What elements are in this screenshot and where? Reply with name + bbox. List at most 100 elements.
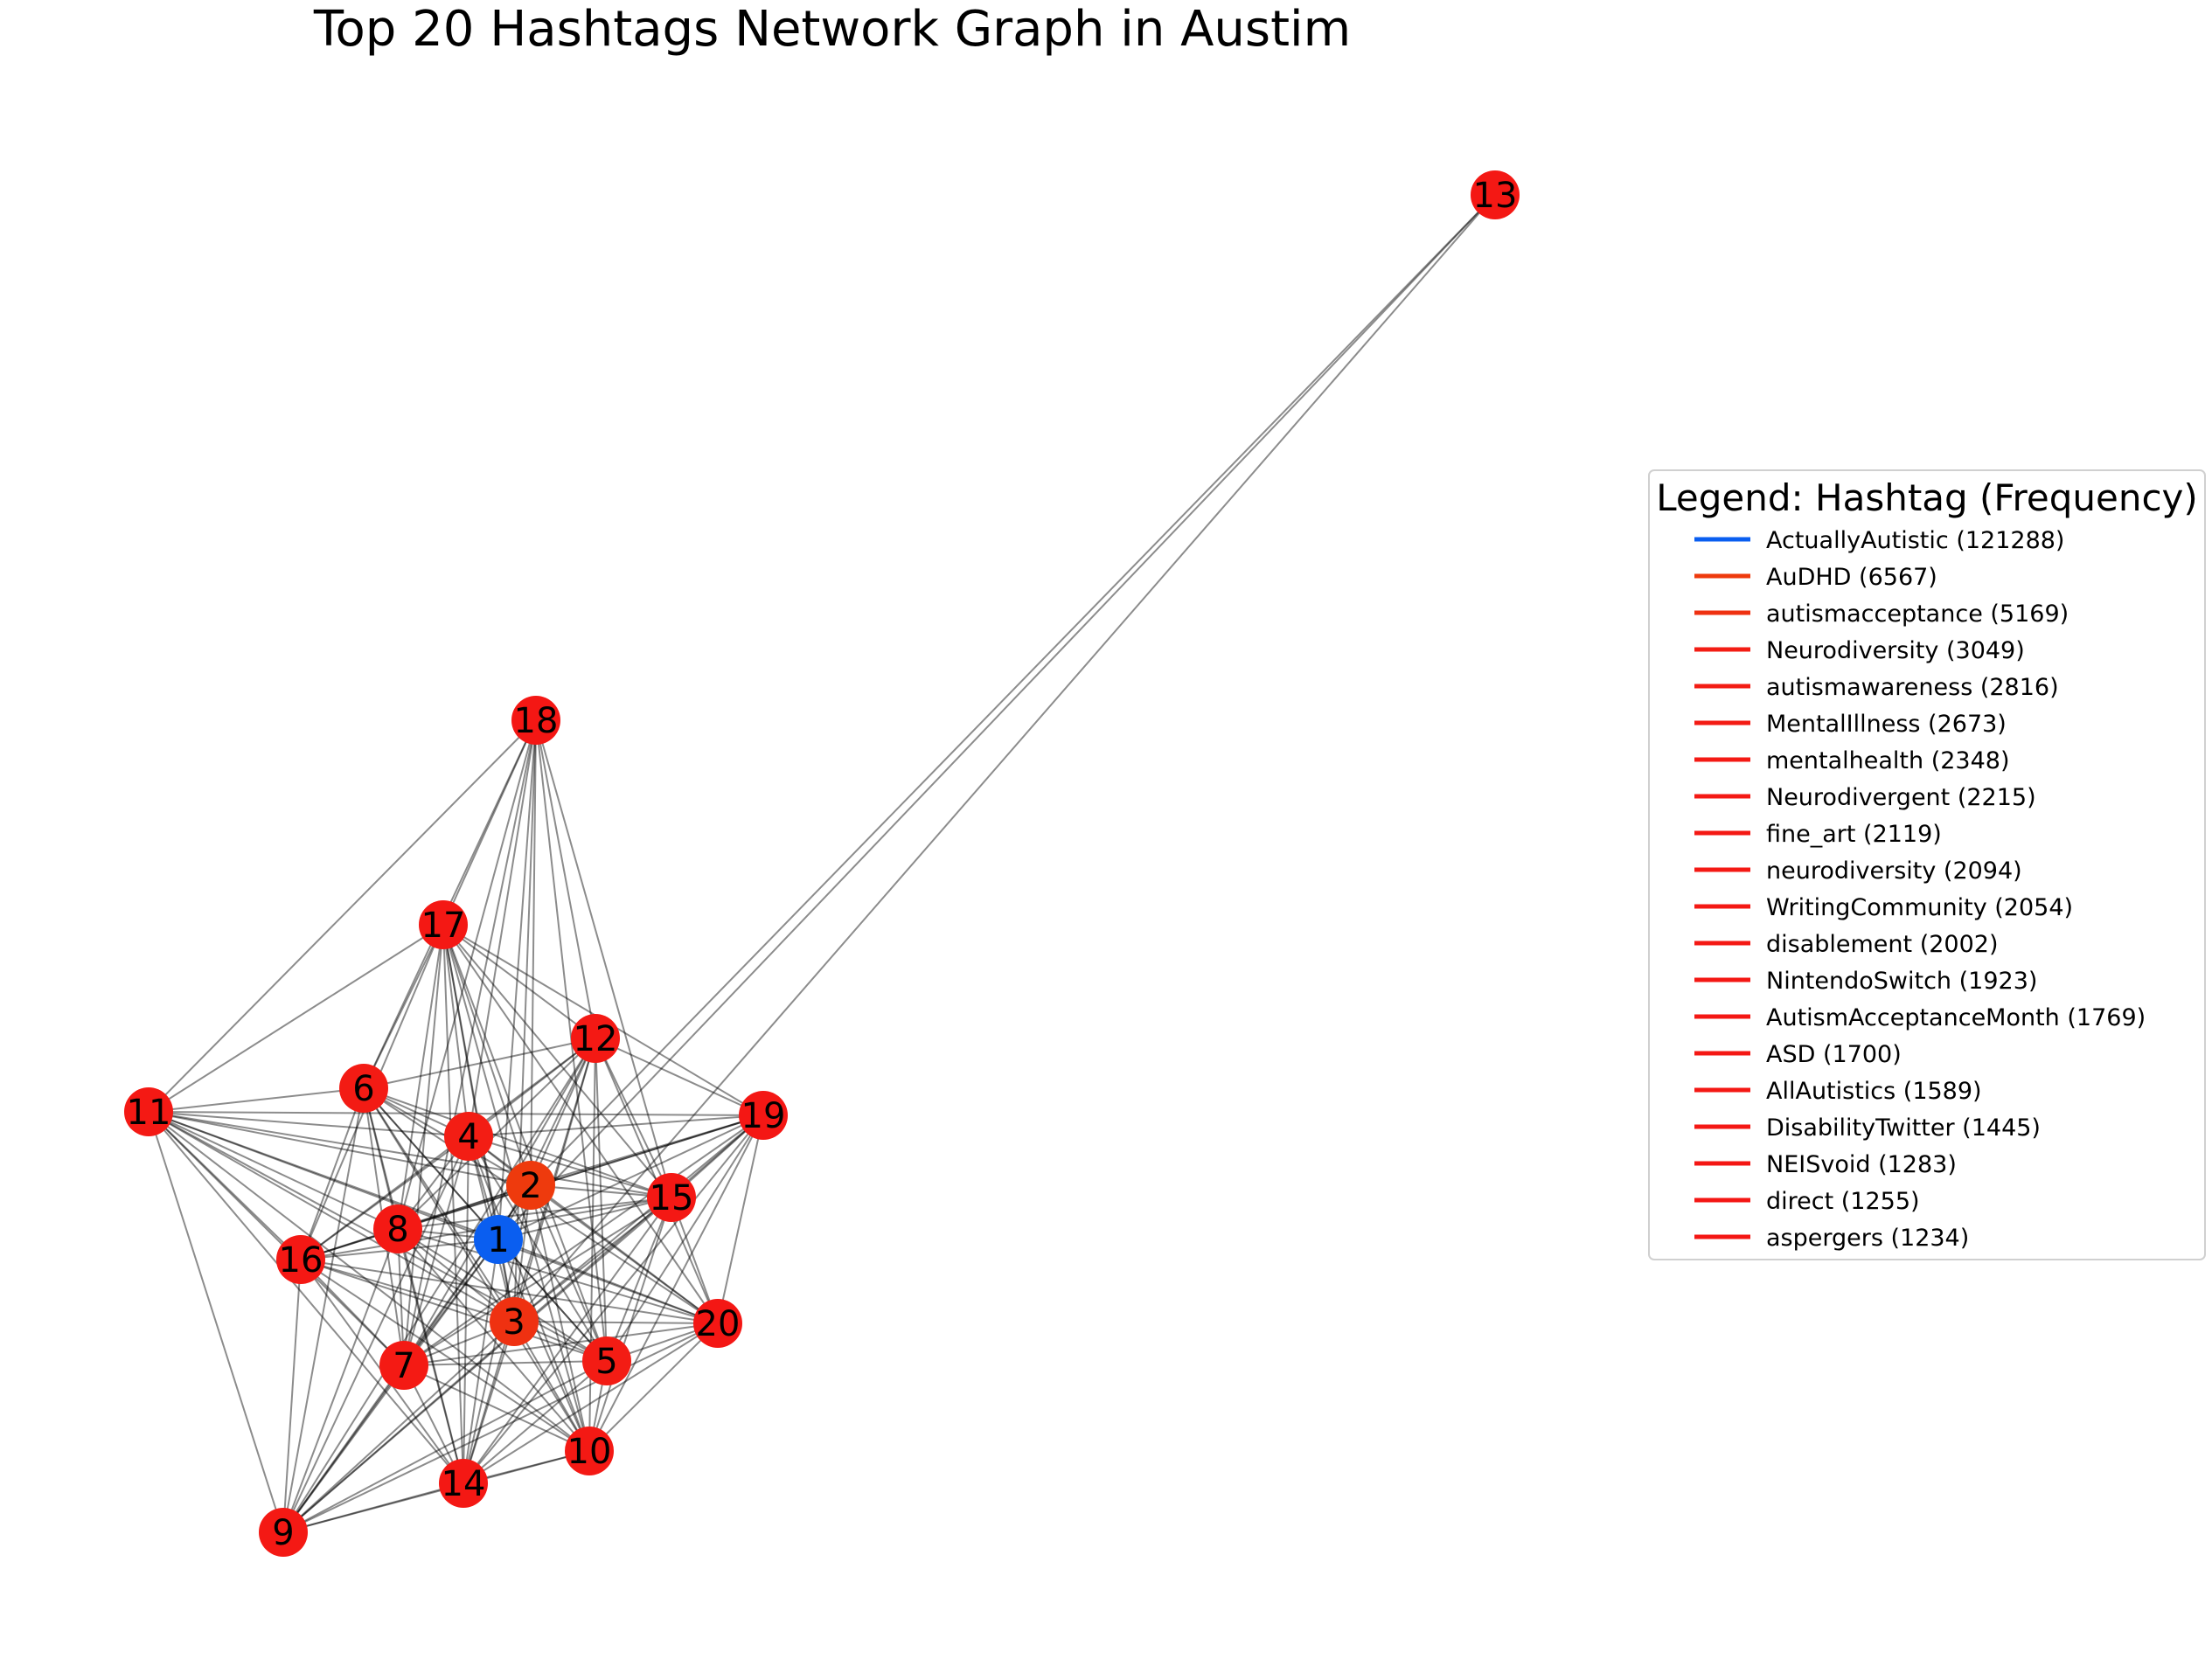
legend-entry-14: AutismAcceptanceMonth (1769) [1694,1004,2146,1031]
node-11: 11 [124,1087,173,1136]
edge-5-14 [463,1360,608,1484]
node-16: 16 [276,1235,325,1284]
edge-12-2 [530,1038,596,1186]
edge-2-7 [403,1184,532,1366]
edge-4-9 [282,1135,470,1533]
edge-1-5 [497,1239,608,1362]
legend-entry-15: ASD (1700) [1694,1041,1902,1068]
legend-label-16: AllAutistics (1589) [1766,1078,1982,1105]
edge-18-8 [397,719,537,1230]
legend-label-5: autismawareness (2816) [1766,674,2059,701]
chart-title: Top 20 Hashtags Network Graph in Austim [313,1,1351,58]
edge-12-3 [513,1038,596,1322]
edge-8-14 [397,1228,464,1484]
node-circle-9 [259,1508,308,1557]
edge-20-9 [282,1322,719,1533]
legend-label-19: direct (1255) [1766,1188,1920,1215]
edge-11-1 [148,1111,499,1240]
node-circle-5 [582,1336,631,1385]
node-circle-10 [565,1427,614,1475]
edge-16-9 [282,1259,302,1533]
node-label-17: 17 [421,906,466,946]
edges-layer [148,194,1496,1533]
legend-entry-20: aspergers (1234) [1694,1225,1969,1252]
node-3: 3 [490,1297,539,1346]
edge-17-5 [442,924,608,1362]
legend-label-13: NintendoSwitch (1923) [1766,968,2037,995]
edge-11-4 [148,1111,470,1137]
edge-11-15 [148,1111,672,1198]
legend-entry-13: NintendoSwitch (1923) [1694,968,2037,995]
node-label-12: 12 [574,1019,618,1059]
edge-4-10 [468,1135,590,1452]
edge-12-9 [282,1038,596,1533]
node-circle-17 [419,900,468,949]
edge-17-12 [442,924,596,1039]
node-label-10: 10 [567,1432,612,1472]
edge-8-9 [282,1228,399,1533]
edge-6-9 [282,1087,365,1533]
edge-4-20 [468,1135,719,1324]
node-6: 6 [339,1064,388,1113]
legend-label-3: autismacceptance (5169) [1766,600,2069,628]
edge-2-10 [530,1184,590,1452]
legend-label-10: neurodiversity (2094) [1766,857,2022,885]
edge-5-9 [282,1360,608,1533]
edge-1-14 [463,1239,499,1484]
edge-2-5 [530,1184,608,1362]
legend-label-12: disablement (2002) [1766,931,1998,958]
legend-entry-4: Neurodiversity (3049) [1694,637,2025,664]
edge-11-19 [148,1111,764,1116]
edge-4-16 [300,1135,470,1260]
node-circle-8 [373,1204,422,1253]
node-circle-6 [339,1064,388,1113]
legend-entry-3: autismacceptance (5169) [1694,600,2069,628]
node-label-5: 5 [595,1342,617,1382]
edge-19-7 [403,1114,764,1366]
node-label-20: 20 [696,1304,741,1344]
edge-15-14 [463,1197,672,1484]
node-10: 10 [565,1427,614,1475]
edge-19-8 [397,1114,764,1230]
node-4: 4 [444,1112,493,1161]
node-label-2: 2 [519,1166,541,1206]
edge-12-1 [497,1038,596,1240]
legend-label-20: aspergers (1234) [1766,1225,1969,1252]
edge-11-9 [148,1111,284,1533]
edge-2-20 [530,1184,719,1324]
edge-11-3 [148,1111,515,1322]
node-label-11: 11 [127,1093,171,1133]
legend-label-15: ASD (1700) [1766,1041,1902,1068]
legend-entry-7: mentalhealth (2348) [1694,747,2010,774]
node-7: 7 [379,1341,428,1390]
node-13: 13 [1471,170,1520,219]
edge-8-3 [397,1228,515,1322]
node-label-14: 14 [442,1464,486,1504]
node-circle-19 [739,1091,788,1140]
node-19: 19 [739,1091,788,1140]
legend-title: Legend: Hashtag (Frequency) [1656,476,2198,519]
node-label-3: 3 [503,1302,525,1343]
legend-entry-5: autismawareness (2816) [1694,674,2059,701]
edge-17-20 [442,924,719,1324]
edge-17-11 [148,924,444,1113]
edge-6-16 [300,1087,365,1260]
legend-label-2: AuDHD (6567) [1766,564,1937,591]
edge-3-9 [282,1321,515,1533]
edge-15-9 [282,1197,672,1533]
edge-16-7 [300,1259,405,1366]
edge-18-1 [497,719,537,1240]
edge-15-1 [497,1197,672,1240]
node-label-18: 18 [514,701,559,741]
edge-4-7 [403,1135,470,1366]
edge-18-7 [403,719,537,1366]
node-circle-18 [511,696,560,745]
node-circle-4 [444,1112,493,1161]
node-circle-3 [490,1297,539,1346]
node-label-9: 9 [272,1513,294,1553]
edge-18-3 [513,719,537,1322]
node-2: 2 [506,1161,555,1210]
edge-7-5 [403,1360,608,1366]
edge-19-20 [717,1114,764,1324]
edge-11-6 [148,1087,365,1113]
